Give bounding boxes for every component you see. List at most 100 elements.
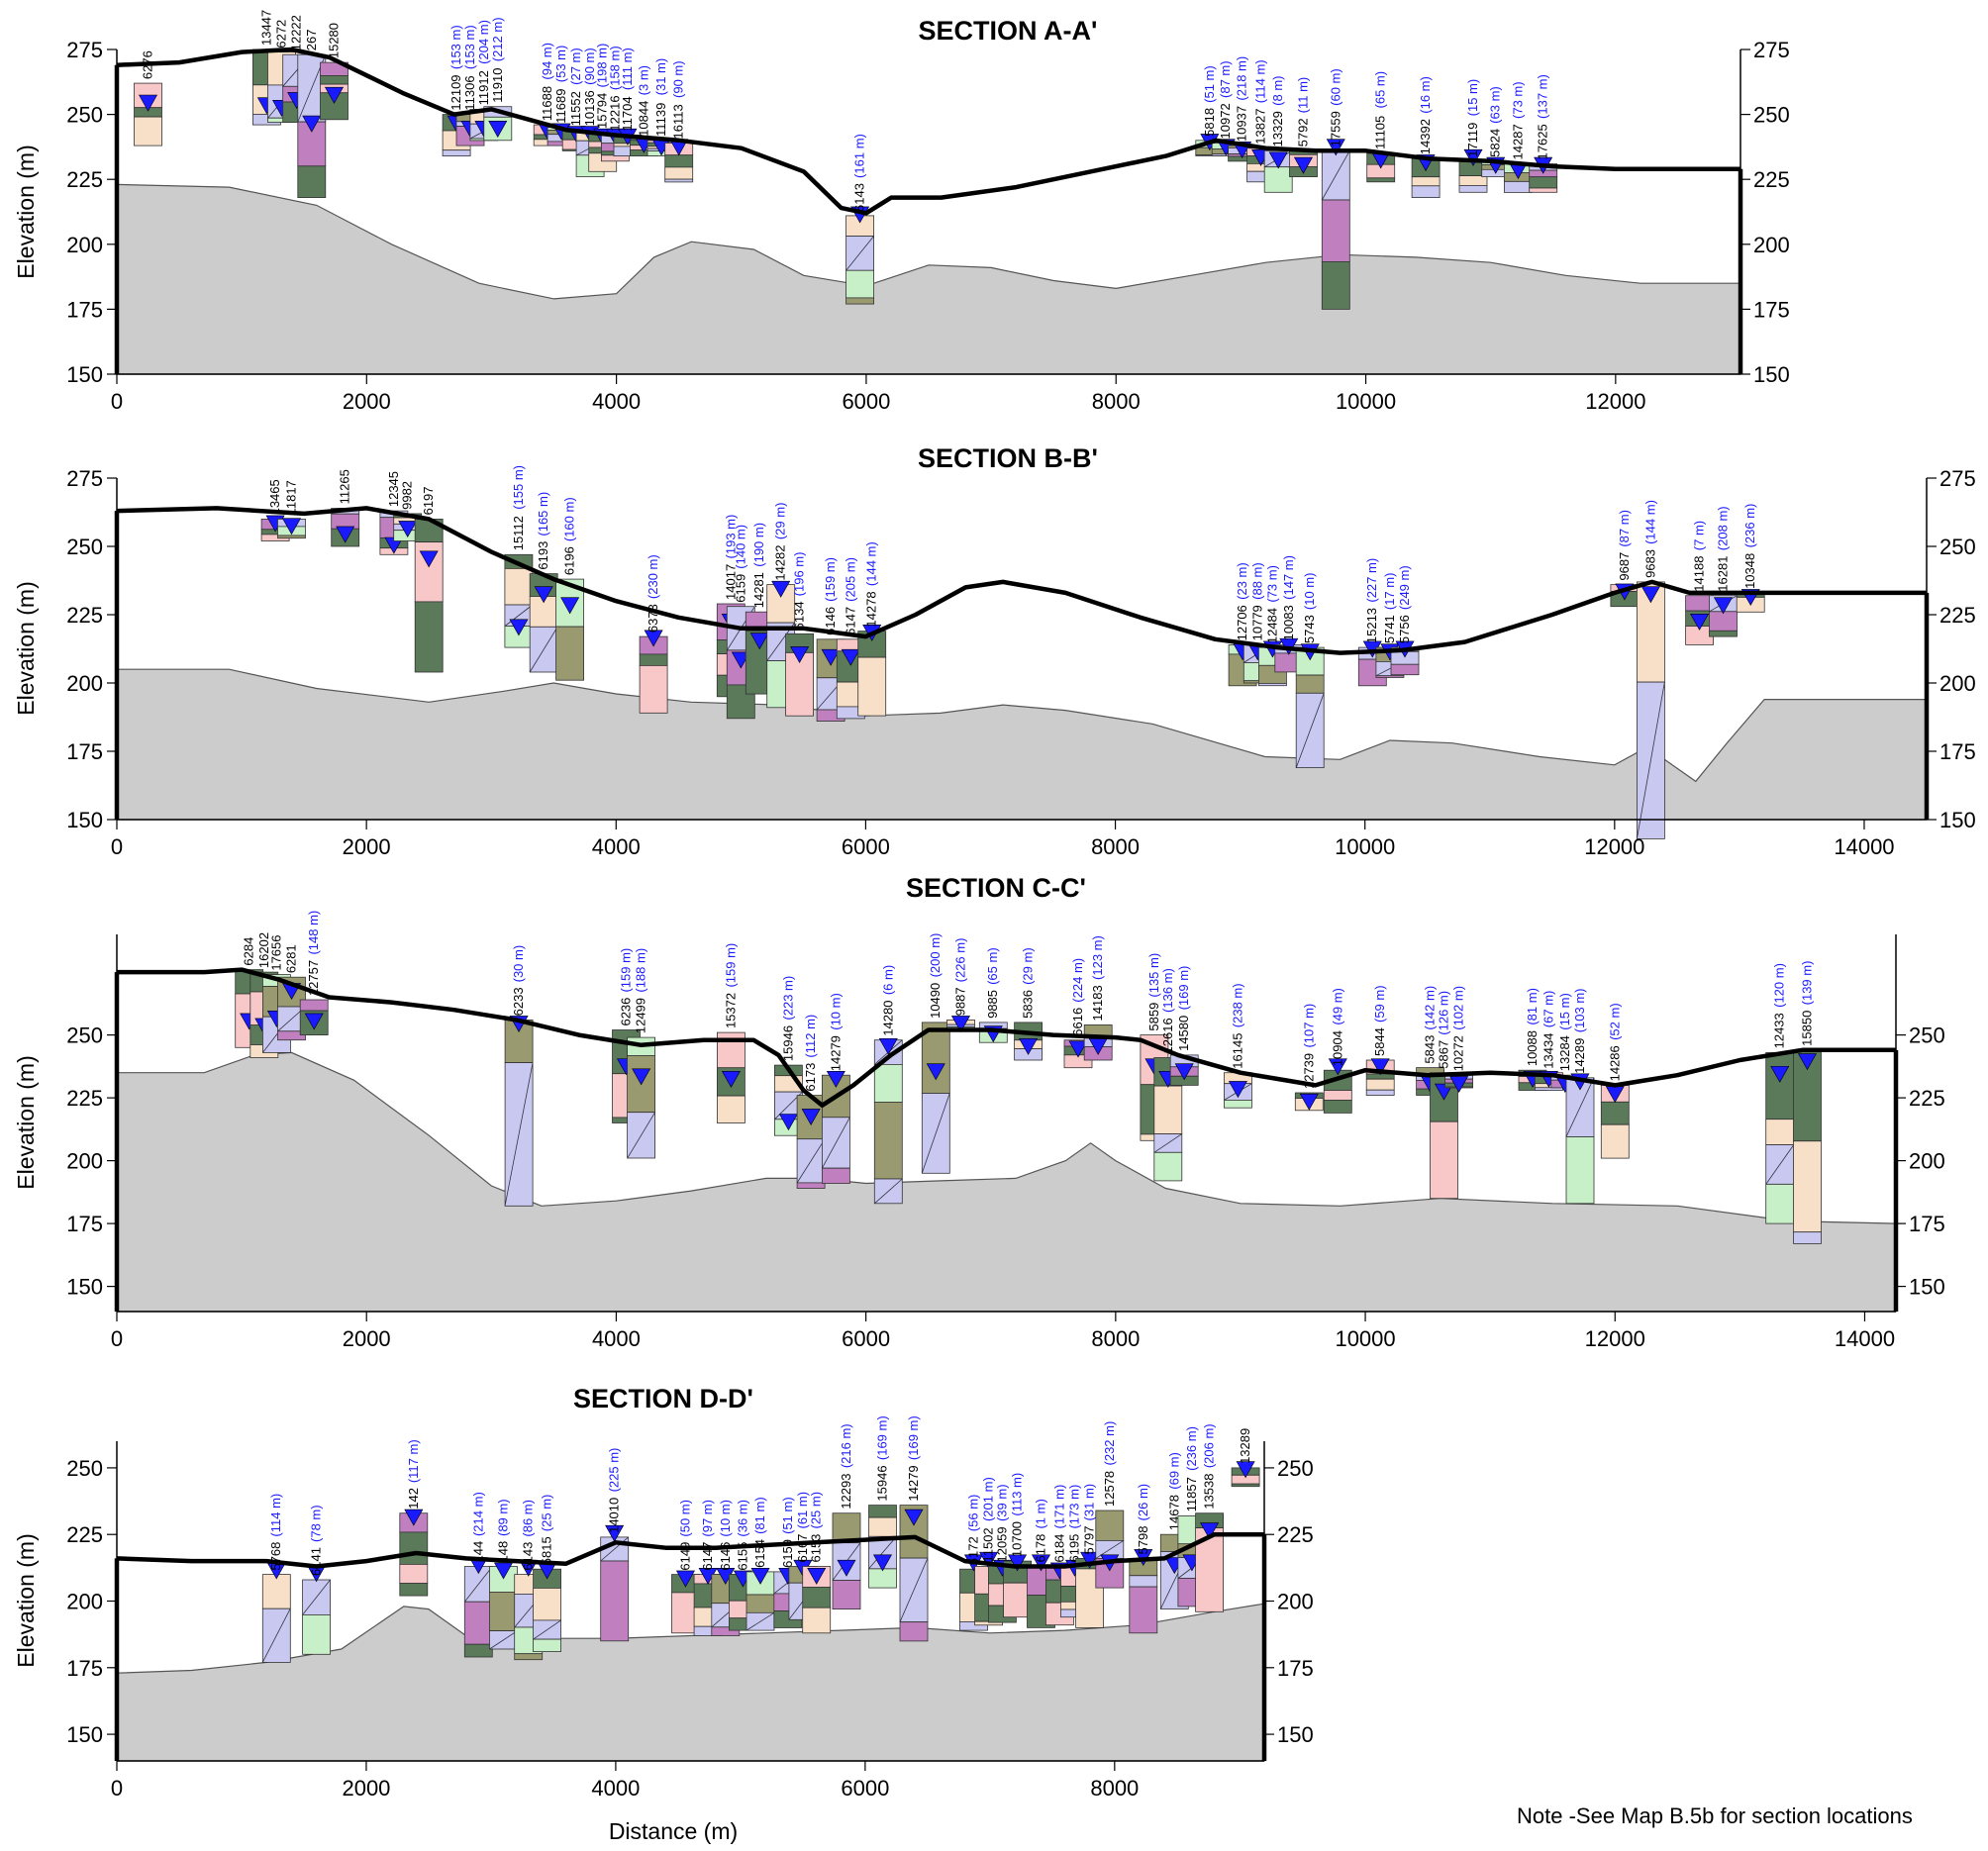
well-distance-label: (225 m) (607, 1448, 622, 1493)
well-distance-label: (16 m) (1418, 76, 1433, 114)
well-distance-label: (1 m) (1033, 1499, 1047, 1528)
well-distance-label: (159 m) (823, 557, 838, 602)
y-tick-label: 175 (66, 1212, 103, 1236)
x-tick-label: 6000 (842, 834, 890, 859)
lithology-layer (802, 1607, 832, 1634)
well-id-label: 15946 (780, 1025, 795, 1061)
lithology-layer (600, 1560, 630, 1642)
well-id-label: 6167 (795, 1534, 810, 1563)
well-id-label: 10972 (1218, 103, 1233, 139)
well-id-label: 12059 (994, 1526, 1009, 1562)
water-level-marker (1770, 1065, 1790, 1083)
well-id-label: 5867 (1436, 1040, 1450, 1069)
well-id-label: 11910 (490, 68, 505, 103)
y-tick-label: 275 (66, 38, 103, 62)
well-distance-label: (31 m) (1082, 1484, 1097, 1521)
well-log: 6154(81 m) (746, 1497, 775, 1631)
lithology-layer (873, 1102, 903, 1180)
lithology-layer (717, 1095, 746, 1123)
well-log: 5798 (26 m) (1129, 1484, 1158, 1634)
well-id-label: 14286 (1607, 1045, 1622, 1081)
water-level-marker (837, 1559, 856, 1577)
well-id-label: 10937 (1235, 106, 1249, 142)
well-distance-label: (56 m) (965, 1495, 980, 1532)
y-tick-label: 150 (66, 808, 103, 832)
lithology-layer (1600, 1123, 1630, 1159)
y-tick-label-right: 200 (1909, 1149, 1945, 1174)
well-id-label: 14580 (1176, 1016, 1191, 1051)
water-level-marker (841, 648, 860, 666)
lithology-layer (664, 166, 694, 180)
well-log: 14188 (7 m) (1685, 521, 1714, 645)
x-tick-label: 0 (111, 1776, 123, 1801)
well-log: 6134 (196 m) (785, 552, 814, 717)
lithology-layer (320, 75, 348, 85)
x-tick-label: 14000 (1835, 1326, 1895, 1351)
well-id-label: 11689 (553, 89, 568, 124)
lithology-hatch (627, 1112, 655, 1159)
well-id-label: 6184 (1051, 1534, 1066, 1563)
well-distance-label: (137 m) (1536, 74, 1550, 119)
well-id-label: 6153 (809, 1534, 824, 1563)
well-id-label: 6178 (1033, 1534, 1047, 1563)
lithology-layer (1129, 1575, 1158, 1588)
water-level-marker (1031, 1554, 1051, 1572)
well-log: 17625 (137 m) (1529, 74, 1558, 193)
well-distance-label: (86 m) (521, 1500, 536, 1537)
ground-surface-line (117, 967, 1896, 1108)
well-id-label: 10490 (928, 983, 943, 1019)
well-id-label: 17559 (1328, 111, 1342, 146)
x-tick-label: 0 (111, 834, 123, 859)
well-distance-label: (114 m) (268, 1494, 283, 1537)
y-tick-label: 225 (66, 1086, 103, 1111)
well-id-label: 5743 (1302, 615, 1317, 643)
lithology-layer (1224, 1100, 1252, 1109)
well-log: 15280 (320, 23, 348, 121)
lithology-layer (1258, 683, 1287, 687)
ground-surface-line (116, 47, 1740, 216)
water-level-marker (398, 521, 418, 538)
water-level-marker (404, 1509, 424, 1526)
well-distance-label: (50 m) (677, 1500, 692, 1537)
well-log: 14286 (52 m) (1600, 1003, 1630, 1159)
well-id-label: 10779 (1249, 605, 1264, 640)
lithology-layer (639, 665, 668, 714)
lithology-hatch (464, 1566, 493, 1603)
y-tick-label: 250 (66, 535, 103, 559)
well-distance-label: (87 m) (1617, 510, 1632, 547)
well-distance-label: (155 m) (511, 465, 526, 510)
lithology-layer (463, 1601, 493, 1645)
well-distance-label: (236 m) (1742, 504, 1757, 548)
lithology-layer (1709, 630, 1738, 637)
well-log: 5836 (29 m) (1014, 947, 1043, 1061)
water-level-marker (324, 86, 345, 104)
water-level-marker (950, 1016, 970, 1033)
well-distance-label: (169 m) (875, 1415, 890, 1460)
lithology-layer (664, 178, 694, 183)
well-log: 5844 (59 m) (1365, 985, 1395, 1096)
well-distance-label: (144 m) (864, 541, 879, 586)
lithology-layer (1411, 176, 1441, 187)
y-tick-label-right: 275 (1939, 466, 1976, 491)
well-distance-label: (169 m) (1176, 966, 1191, 1011)
well-id-label: 11502 (981, 1527, 996, 1562)
well-id-label: 14183 (1090, 985, 1105, 1021)
y-tick-label: 200 (66, 1590, 103, 1614)
well-id-label: 13827 (1253, 109, 1268, 145)
well-distance-label: (67 m) (1541, 991, 1555, 1028)
lithology-hatch (261, 1608, 291, 1663)
well-distance-label: (27 m) (568, 48, 583, 85)
lithology-hatch (1095, 1540, 1125, 1559)
y-tick-label: 225 (66, 603, 103, 628)
well-distance-label: (90 m) (582, 48, 597, 85)
well-id-label: 5818 (1202, 108, 1217, 137)
x-tick-label: 8000 (1092, 389, 1141, 414)
lithology-hatch (822, 1117, 850, 1169)
water-level-marker (632, 1068, 651, 1086)
water-level-marker (605, 1524, 625, 1542)
well-log: 10700 (113 m) (1003, 1473, 1032, 1618)
lithology-layer (1153, 1085, 1183, 1134)
lithology-hatch (504, 604, 534, 627)
water-level-marker (1797, 1053, 1817, 1071)
